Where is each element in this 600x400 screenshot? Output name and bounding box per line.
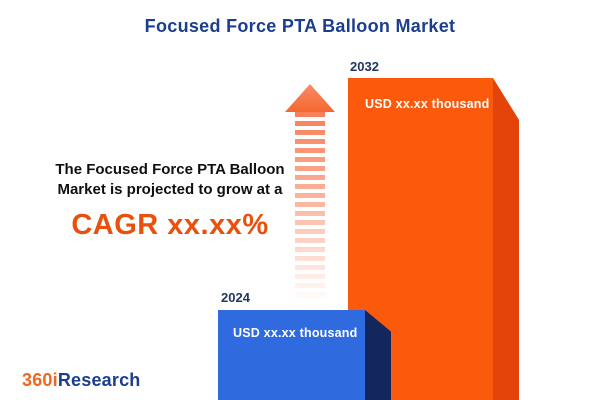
brand-logo: 360iResearch [22, 370, 141, 391]
logo-research: Research [57, 370, 141, 390]
bar-2024-value-label: USD xx.xx thousand [233, 326, 358, 340]
arrow-dashed-shaft [295, 112, 325, 298]
cagr-value: CAGR xx.xx% [71, 209, 269, 241]
bar-2032-side-face [493, 78, 519, 400]
growth-arrow-icon [285, 84, 335, 298]
bar-2024-year-label: 2024 [221, 290, 250, 305]
description: The Focused Force PTA Balloon Market is … [25, 160, 315, 242]
bar-2032-value-label: USD xx.xx thousand [365, 97, 490, 111]
description-line-1: The Focused Force PTA Balloon [55, 161, 285, 178]
bar-2032-year-label: 2032 [350, 59, 379, 74]
bar-2024: USD xx.xx thousand [218, 310, 365, 400]
description-line-2: Market is projected to grow at a [57, 181, 283, 198]
logo-360i: 360i [22, 370, 58, 390]
arrow-head [285, 84, 335, 112]
page-title: Focused Force PTA Balloon Market [144, 16, 456, 36]
